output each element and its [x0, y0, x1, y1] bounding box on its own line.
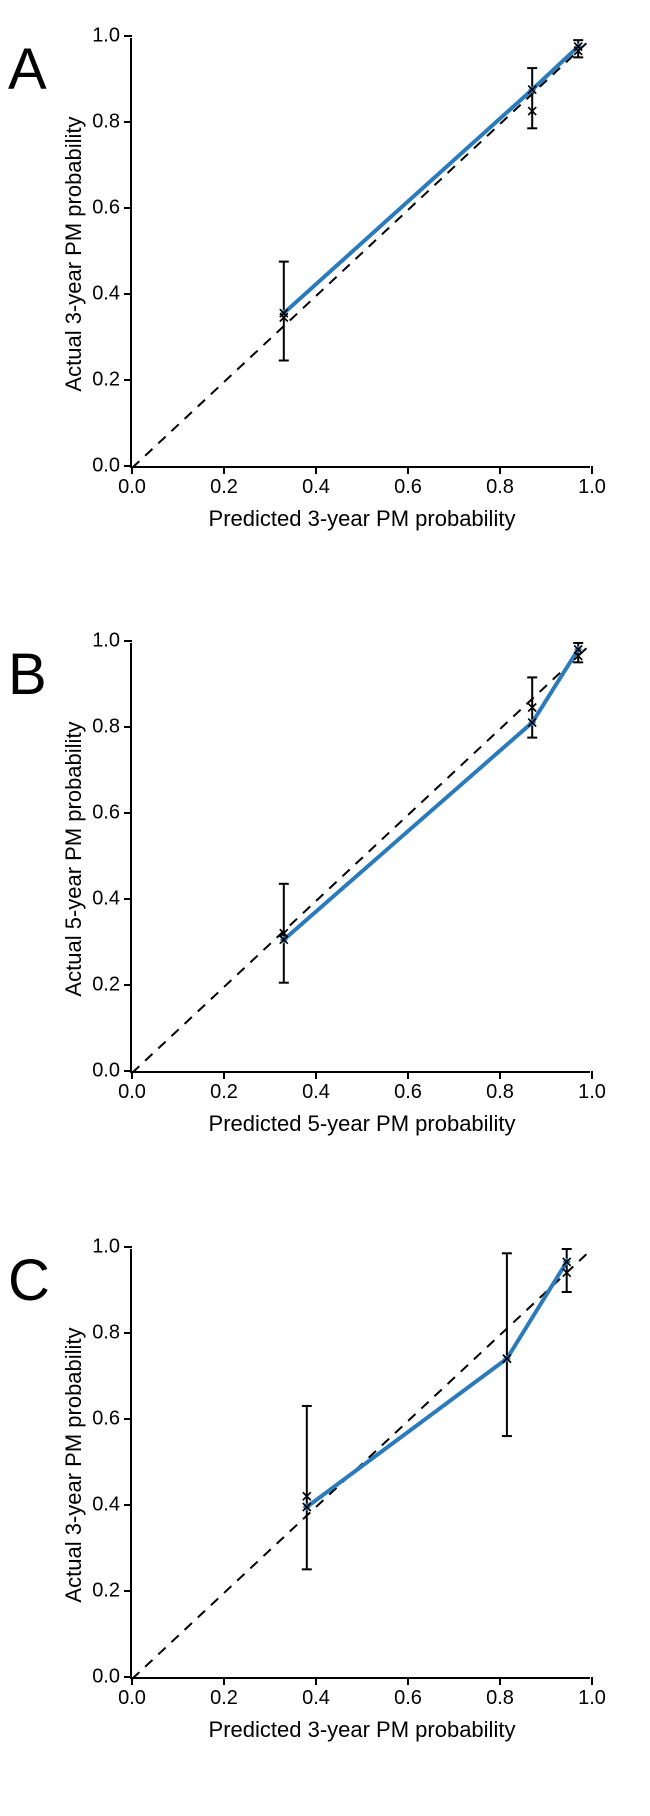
y-tick: [124, 1504, 132, 1506]
x-axis-label: Predicted 5-year PM probability: [132, 1111, 592, 1137]
panel-a: A 0.00.20.40.60.81.00.00.20.40.60.81.0Act…: [0, 38, 650, 605]
x-tick-label: 0.4: [302, 476, 330, 499]
x-tick-label: 0.2: [210, 1081, 238, 1104]
x-tick-label: 0.0: [118, 1687, 146, 1710]
y-axis-label: Actual 5-year PM probability: [61, 699, 87, 1019]
x-tick-label: 1.0: [578, 1687, 606, 1710]
x-tick-label: 0.8: [486, 1081, 514, 1104]
y-tick: [124, 1418, 132, 1420]
plot-area: 0.00.20.40.60.81.00.00.20.40.60.81.0Actu…: [130, 38, 590, 468]
x-tick-label: 0.4: [302, 1081, 330, 1104]
x-tick-label: 0.6: [394, 1687, 422, 1710]
plot-svg: [132, 1249, 592, 1679]
y-tick-label: 1.0: [92, 630, 120, 653]
y-tick-label: 0.2: [92, 1579, 120, 1602]
calibration-line: [307, 1262, 567, 1507]
x-tick-label: 0.0: [118, 476, 146, 499]
panel-letter: A: [8, 36, 47, 103]
x-tick-label: 0.8: [486, 1687, 514, 1710]
x-axis-label: Predicted 3-year PM probability: [132, 506, 592, 532]
y-tick: [124, 293, 132, 295]
reference-line: [132, 38, 592, 468]
y-tick: [124, 812, 132, 814]
y-tick-label: 0.8: [92, 111, 120, 134]
y-axis-label: Actual 3-year PM probability: [61, 94, 87, 414]
y-tick-label: 0.0: [92, 455, 120, 478]
x-tick-label: 0.2: [210, 476, 238, 499]
x-tick-label: 1.0: [578, 1081, 606, 1104]
y-tick: [124, 898, 132, 900]
y-axis-label: Actual 3-year PM probability: [61, 1305, 87, 1625]
panel-letter: C: [8, 1247, 50, 1314]
y-tick: [124, 121, 132, 123]
y-tick-label: 0.4: [92, 888, 120, 911]
y-tick-label: 0.6: [92, 1407, 120, 1430]
plot-area: 0.00.20.40.60.81.00.00.20.40.60.81.0Actu…: [130, 1249, 590, 1679]
x-tick-label: 0.8: [486, 476, 514, 499]
plot-area: 0.00.20.40.60.81.00.00.20.40.60.81.0Actu…: [130, 643, 590, 1073]
y-tick-label: 0.0: [92, 1665, 120, 1688]
y-tick-label: 0.2: [92, 369, 120, 392]
y-tick: [124, 1246, 132, 1248]
y-tick-label: 0.0: [92, 1060, 120, 1083]
panel-letter: B: [8, 641, 47, 708]
y-tick: [124, 1590, 132, 1592]
y-tick: [124, 379, 132, 381]
x-tick-label: 0.6: [394, 476, 422, 499]
y-tick: [124, 984, 132, 986]
y-tick: [124, 726, 132, 728]
y-tick-label: 0.8: [92, 1321, 120, 1344]
x-tick-label: 0.2: [210, 1687, 238, 1710]
y-tick: [124, 35, 132, 37]
y-tick-label: 1.0: [92, 1235, 120, 1258]
y-tick-label: 0.6: [92, 802, 120, 825]
calibration-line: [284, 650, 578, 940]
panel-b: B 0.00.20.40.60.81.00.00.20.40.60.81.0Act…: [0, 643, 650, 1210]
x-tick-label: 0.6: [394, 1081, 422, 1104]
y-tick-label: 0.6: [92, 197, 120, 220]
panel-c: C 0.00.20.40.60.81.00.00.20.40.60.81.0Act…: [0, 1249, 650, 1816]
plot-svg: [132, 38, 592, 468]
y-tick-label: 0.4: [92, 1493, 120, 1516]
x-tick-label: 0.0: [118, 1081, 146, 1104]
calibration-line: [284, 47, 578, 314]
plot-svg: [132, 643, 592, 1073]
y-tick: [124, 1332, 132, 1334]
y-tick: [124, 640, 132, 642]
x-tick-label: 0.4: [302, 1687, 330, 1710]
x-axis-label: Predicted 3-year PM probability: [132, 1717, 592, 1743]
y-tick-label: 1.0: [92, 25, 120, 48]
calibration-figure: A0.00.20.40.60.81.00.00.20.40.60.81.0Act…: [0, 38, 650, 1816]
y-tick: [124, 207, 132, 209]
y-tick-label: 0.8: [92, 716, 120, 739]
x-tick-label: 1.0: [578, 476, 606, 499]
reference-line: [132, 643, 592, 1073]
y-tick-label: 0.4: [92, 283, 120, 306]
y-tick-label: 0.2: [92, 974, 120, 997]
